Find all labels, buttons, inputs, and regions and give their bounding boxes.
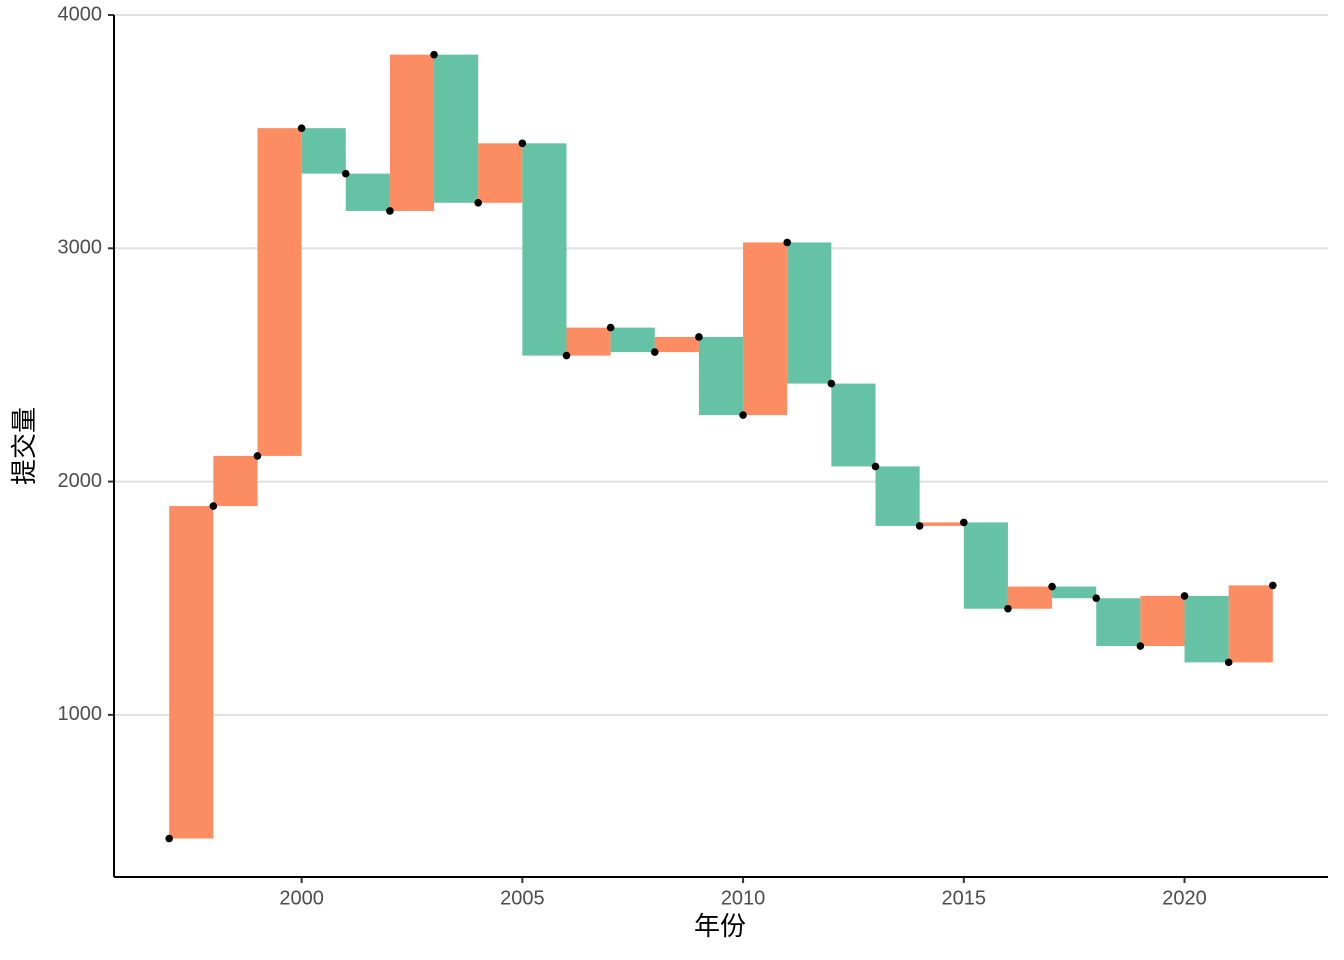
bar (787, 242, 832, 384)
point (1269, 581, 1277, 590)
x-tick-label: 2015 (942, 887, 987, 909)
point (562, 351, 571, 360)
bar (522, 143, 567, 356)
point (871, 462, 880, 471)
x-tick-label: 2005 (500, 887, 545, 909)
bar (478, 143, 523, 203)
bar (1096, 598, 1141, 647)
x-tick-label: 2000 (279, 887, 324, 909)
bar (963, 522, 1008, 609)
point (695, 333, 703, 341)
point (783, 238, 792, 247)
y-tick-label: 3000 (58, 237, 103, 259)
bar (301, 128, 346, 174)
bar (1007, 586, 1053, 609)
point (1180, 592, 1189, 600)
point (739, 411, 747, 419)
point (209, 502, 218, 510)
point (474, 198, 483, 207)
point (1004, 604, 1012, 613)
bar (1228, 585, 1273, 663)
bar (257, 128, 302, 456)
point (518, 139, 527, 148)
bar (389, 54, 435, 211)
y-tick-label: 1000 (58, 703, 103, 725)
bar (919, 522, 964, 526)
point (386, 207, 394, 215)
x-tick-label: 2020 (1162, 887, 1207, 909)
point (1224, 658, 1233, 667)
point (253, 452, 262, 460)
point (915, 522, 924, 530)
point (341, 169, 350, 178)
bar (169, 506, 214, 839)
bar (743, 242, 788, 416)
point (165, 834, 173, 843)
point (1048, 582, 1056, 591)
bar (698, 336, 744, 416)
point (1136, 642, 1145, 650)
point (606, 323, 615, 332)
bar (1140, 595, 1185, 647)
x-tick-label: 2010 (721, 887, 766, 909)
x-axis-title: 年份 (694, 911, 746, 941)
bar (345, 173, 390, 211)
bar (875, 466, 920, 526)
point (297, 124, 306, 132)
bar (831, 383, 876, 467)
point (960, 518, 968, 527)
bar (566, 327, 611, 356)
bar (654, 336, 699, 353)
point (1092, 594, 1101, 603)
bar (213, 455, 258, 507)
y-axis-title: 提交量 (9, 407, 39, 485)
bar (610, 327, 655, 353)
point (650, 348, 659, 356)
bar (1052, 586, 1097, 599)
point (827, 379, 836, 388)
bar (1184, 595, 1229, 663)
bar (434, 54, 479, 203)
point (430, 50, 438, 59)
y-tick-label: 4000 (58, 3, 103, 25)
y-tick-label: 2000 (58, 470, 103, 492)
